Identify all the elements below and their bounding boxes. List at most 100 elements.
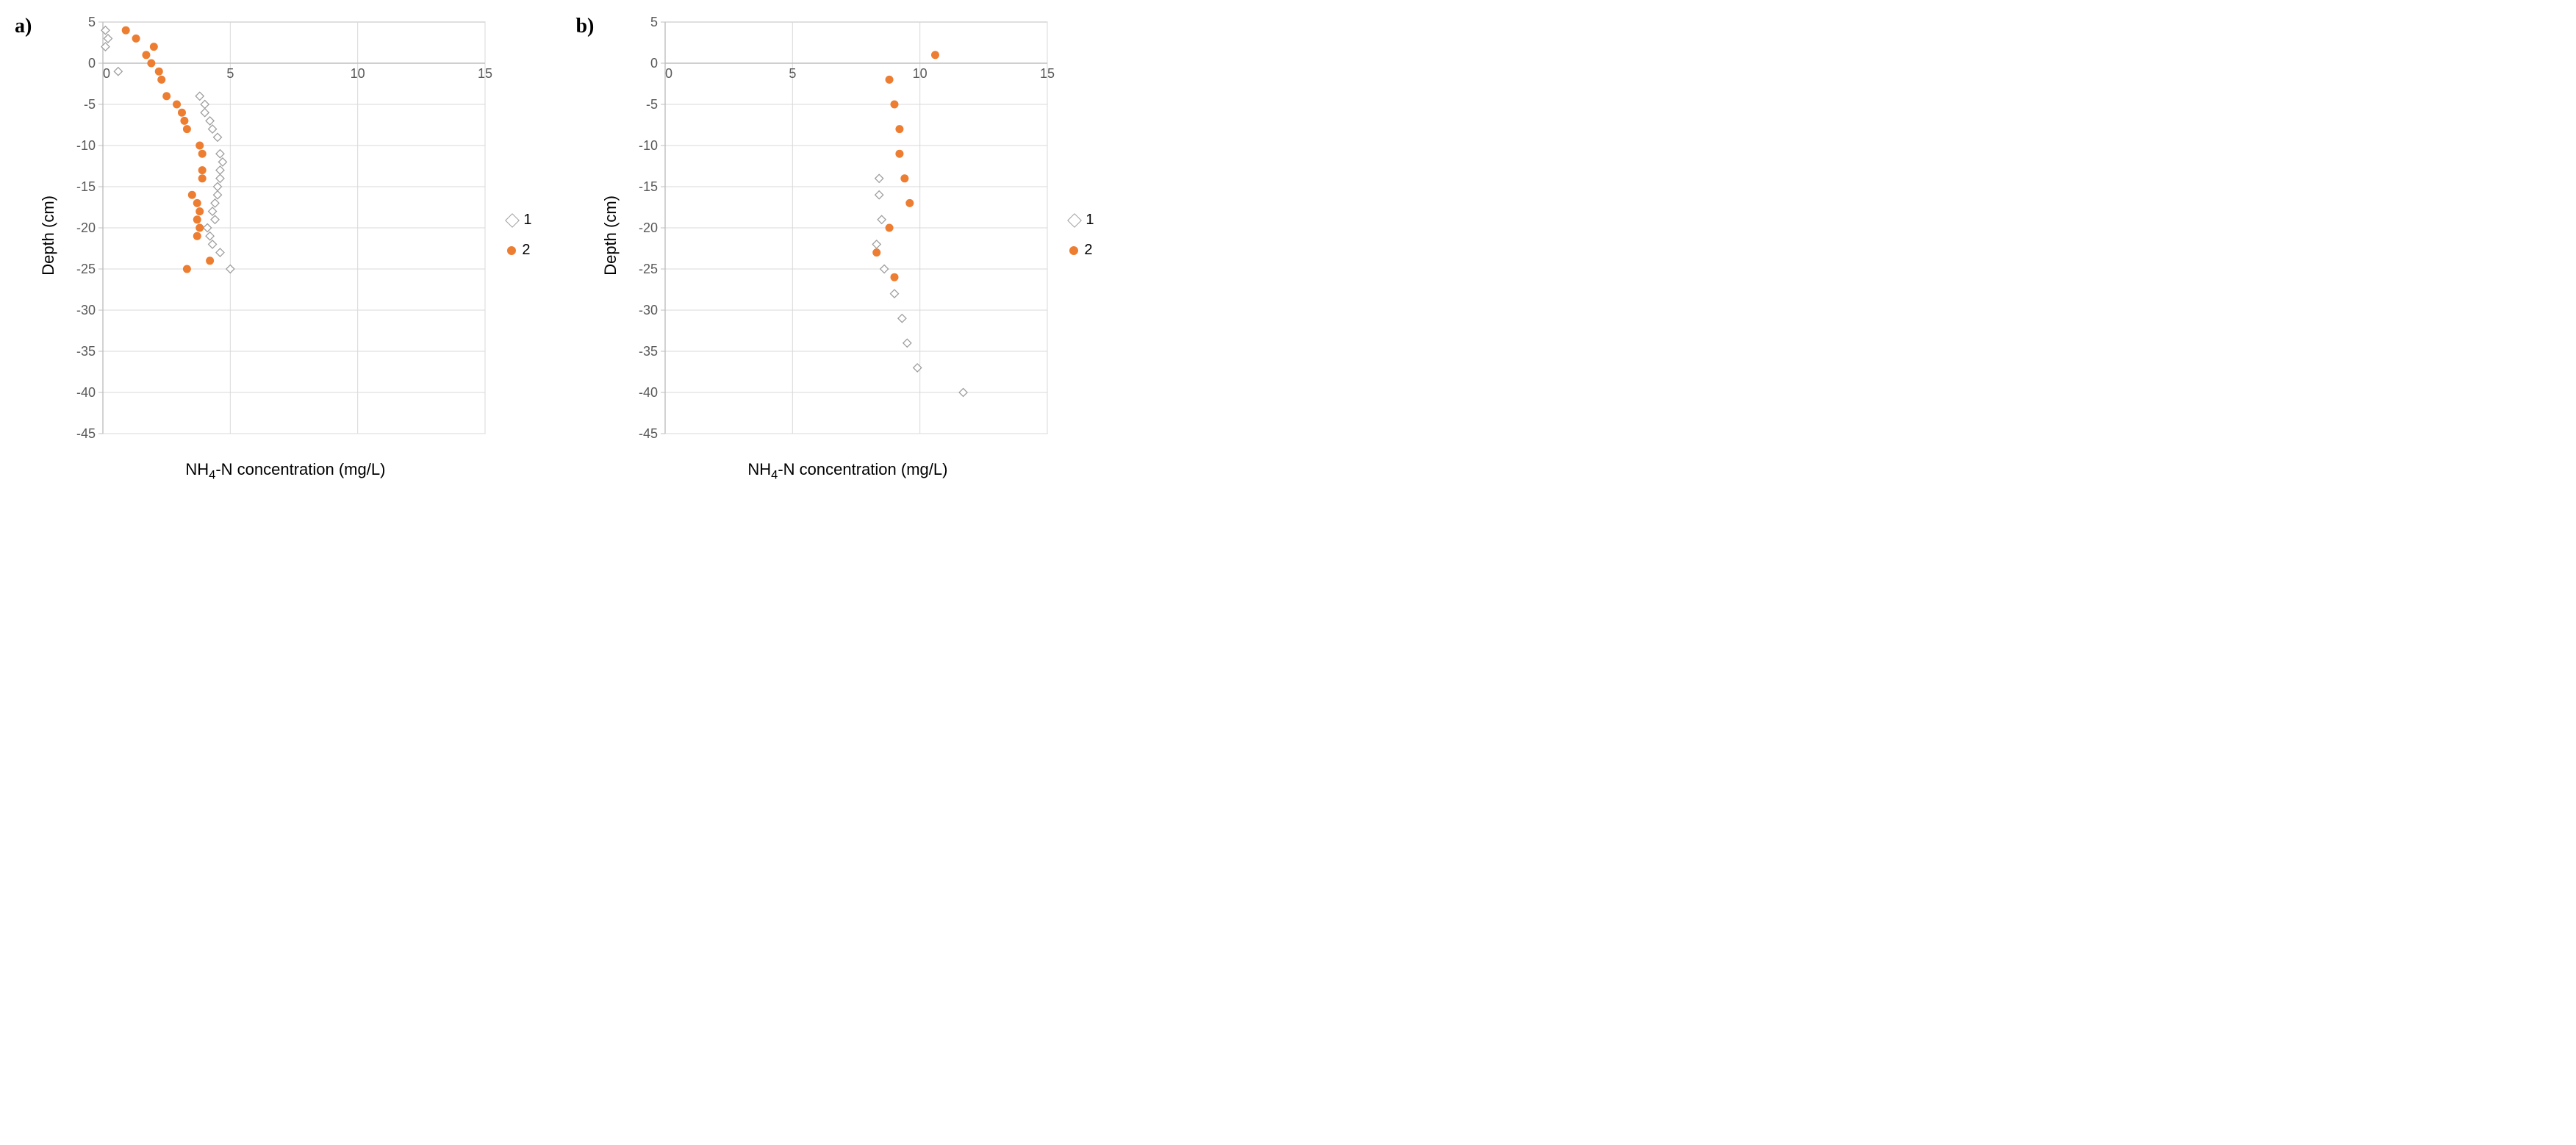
legend-label-2: 2 bbox=[522, 242, 530, 259]
series1-point bbox=[875, 174, 883, 182]
svg-text:5: 5 bbox=[88, 15, 96, 29]
series1-point bbox=[209, 125, 217, 133]
svg-text:-20: -20 bbox=[639, 220, 658, 235]
series1-point bbox=[216, 248, 224, 256]
series1-point bbox=[204, 224, 212, 232]
series1-point bbox=[891, 290, 899, 298]
series2-point bbox=[173, 101, 181, 109]
series1-point bbox=[209, 207, 217, 215]
series2-point bbox=[183, 265, 191, 273]
series2-point bbox=[158, 76, 166, 84]
legend-item-2: 2 bbox=[507, 242, 531, 259]
svg-text:10: 10 bbox=[351, 66, 365, 81]
svg-text:5: 5 bbox=[650, 15, 658, 29]
series2-point bbox=[886, 224, 894, 232]
svg-text:5: 5 bbox=[227, 66, 234, 81]
panel-b-label: b) bbox=[575, 15, 594, 38]
series2-point bbox=[198, 166, 207, 174]
series1-point bbox=[209, 240, 217, 248]
panel-a-xlabel: NH4-N concentration (mg/L) bbox=[185, 460, 385, 482]
legend-label-1-b: 1 bbox=[1086, 212, 1094, 229]
svg-text:-35: -35 bbox=[639, 344, 658, 359]
series2-point bbox=[193, 232, 201, 240]
legend-item-1: 1 bbox=[507, 212, 531, 229]
series1-point bbox=[216, 174, 224, 182]
legend-label-1: 1 bbox=[523, 212, 531, 229]
series1-point bbox=[216, 166, 224, 174]
panel-b-wrapper: Depth (cm) 05101550-5-10-15-20-25-30-35-… bbox=[601, 15, 1094, 482]
svg-text:15: 15 bbox=[478, 66, 492, 81]
series1-point bbox=[903, 339, 911, 347]
series1-point bbox=[196, 92, 204, 100]
svg-text:-45: -45 bbox=[76, 426, 96, 441]
svg-text:15: 15 bbox=[1040, 66, 1055, 81]
series2-point bbox=[901, 174, 909, 182]
series2-point bbox=[193, 199, 201, 207]
panel-b-legend: 1 2 bbox=[1069, 212, 1094, 259]
panel-b-ylabel: Depth (cm) bbox=[601, 195, 620, 276]
svg-text:-15: -15 bbox=[76, 179, 96, 194]
chart-a-svg: 05101550-5-10-15-20-25-30-35-40-45 bbox=[62, 15, 492, 456]
legend-label-2-b: 2 bbox=[1084, 242, 1092, 259]
series2-point bbox=[896, 125, 904, 133]
legend-item-2-b: 2 bbox=[1069, 242, 1094, 259]
series2-point bbox=[873, 248, 881, 256]
series2-point bbox=[906, 199, 914, 207]
series1-point bbox=[898, 315, 906, 323]
series1-point bbox=[214, 133, 222, 141]
series1-point bbox=[873, 240, 881, 248]
svg-text:-10: -10 bbox=[76, 138, 96, 153]
series2-point bbox=[150, 43, 158, 51]
panel-b: b) Depth (cm) 05101550-5-10-15-20-25-30-… bbox=[575, 15, 1094, 482]
series2-point bbox=[193, 215, 201, 223]
svg-text:-40: -40 bbox=[639, 385, 658, 400]
svg-text:-35: -35 bbox=[76, 344, 96, 359]
series2-point bbox=[891, 273, 899, 281]
series2-point bbox=[132, 35, 140, 43]
series1-point bbox=[216, 150, 224, 158]
panel-b-xlabel: NH4-N concentration (mg/L) bbox=[747, 460, 947, 482]
series1-point bbox=[880, 265, 889, 273]
svg-text:-25: -25 bbox=[639, 262, 658, 276]
series1-point bbox=[115, 68, 123, 76]
svg-text:-30: -30 bbox=[76, 303, 96, 317]
diamond-icon bbox=[505, 213, 520, 228]
svg-text:0: 0 bbox=[103, 66, 110, 81]
diamond-icon bbox=[1067, 213, 1082, 228]
svg-text:-5: -5 bbox=[646, 97, 658, 112]
svg-text:-10: -10 bbox=[639, 138, 658, 153]
panel-a-legend: 1 2 bbox=[507, 212, 531, 259]
series1-point bbox=[201, 101, 209, 109]
series1-point bbox=[226, 265, 234, 273]
series1-point bbox=[206, 232, 214, 240]
svg-text:-30: -30 bbox=[639, 303, 658, 317]
svg-text:10: 10 bbox=[913, 66, 928, 81]
circle-icon bbox=[1069, 246, 1078, 255]
series2-point bbox=[162, 92, 171, 100]
series2-point bbox=[196, 142, 204, 150]
series2-point bbox=[148, 60, 156, 68]
legend-item-1-b: 1 bbox=[1069, 212, 1094, 229]
series1-point bbox=[201, 109, 209, 117]
series1-point bbox=[211, 199, 219, 207]
series2-point bbox=[891, 101, 899, 109]
series2-point bbox=[181, 117, 189, 125]
panel-a: a) Depth (cm) 05101550-5-10-15-20-25-30-… bbox=[15, 15, 531, 482]
series1-point bbox=[211, 215, 219, 223]
series2-point bbox=[122, 26, 130, 35]
svg-text:0: 0 bbox=[650, 56, 658, 71]
series2-point bbox=[206, 256, 214, 265]
series2-point bbox=[886, 76, 894, 84]
series1-point bbox=[875, 191, 883, 199]
panel-a-wrapper: Depth (cm) 05101550-5-10-15-20-25-30-35-… bbox=[39, 15, 531, 482]
series2-point bbox=[143, 51, 151, 59]
svg-text:0: 0 bbox=[88, 56, 96, 71]
series2-point bbox=[196, 207, 204, 215]
svg-text:5: 5 bbox=[789, 66, 797, 81]
series1-point bbox=[219, 158, 227, 166]
chart-b-svg: 05101550-5-10-15-20-25-30-35-40-45 bbox=[625, 15, 1055, 456]
svg-text:-20: -20 bbox=[76, 220, 96, 235]
svg-text:-45: -45 bbox=[639, 426, 658, 441]
panel-a-ylabel: Depth (cm) bbox=[39, 195, 58, 276]
circle-icon bbox=[507, 246, 516, 255]
